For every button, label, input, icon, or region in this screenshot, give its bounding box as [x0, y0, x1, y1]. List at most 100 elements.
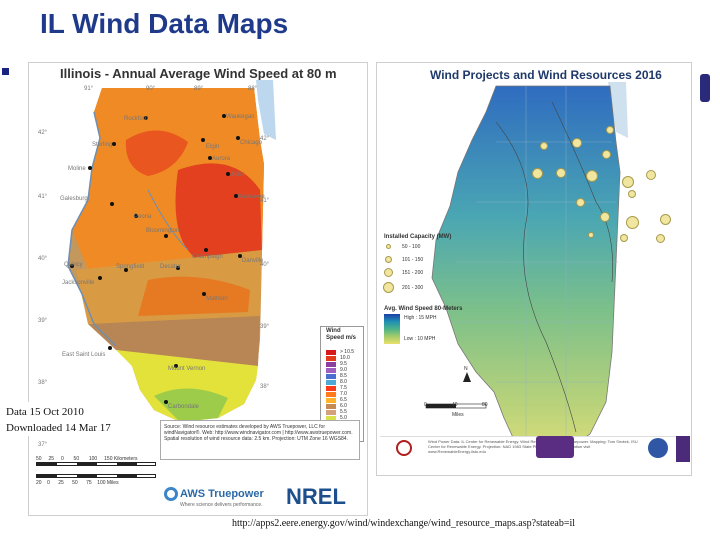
scale-mi-label: 0: [47, 480, 50, 486]
latitude-label: 42°: [260, 136, 270, 142]
wind-speed-ramp-title: Avg. Wind Speed 80-Meters: [384, 306, 463, 312]
longitude-label: 89°: [194, 86, 204, 92]
wind-project-marker: [576, 198, 585, 207]
illinois-wind-speed-map: [67, 80, 276, 422]
latitude-label: 40°: [38, 256, 48, 262]
map-scale-label: 80: [482, 402, 488, 408]
ilstu-seal-logo: [396, 440, 412, 456]
wind-speed-high-label: High : 15 MPH: [404, 315, 437, 321]
legend-swatch: [326, 386, 336, 391]
wind-map-credits: Wind Power Data: IL Center for Renewable…: [380, 436, 688, 474]
legend-label: 8.0: [340, 379, 347, 385]
data-date-note: Data 15 Oct 2010 Downloaded 14 Mar 17: [4, 402, 148, 436]
scale-km-label: 50: [36, 456, 42, 462]
legend-swatch: [326, 410, 336, 415]
latitude-label: 40°: [260, 262, 270, 268]
wind-project-marker: [606, 126, 614, 134]
wind-speed-ramp: [384, 314, 400, 344]
city-label: Danville: [242, 258, 264, 264]
legend-label: 6.5: [340, 397, 347, 403]
data-date-line: Data 15 Oct 2010: [6, 406, 84, 418]
city-label: Rockford: [124, 116, 149, 122]
city-label: Peoria: [134, 214, 152, 220]
capacity-circle-icon: [383, 282, 394, 293]
legend-label: 7.5: [340, 385, 347, 391]
longitude-label: 90°: [146, 86, 156, 92]
scale-mi-label: 25: [58, 480, 64, 486]
city-label: Chicago: [240, 140, 263, 146]
illinois-wind-projects-map: [425, 82, 628, 461]
map-scale-label: 0: [424, 402, 427, 408]
legend-swatch: [326, 374, 336, 379]
longitude-label: 91°: [84, 86, 94, 92]
city-label: Waukegan: [226, 114, 255, 120]
wind-project-marker: [556, 168, 566, 178]
legend-swatch: [326, 380, 336, 385]
legend-title: Wind Speed m/s: [326, 328, 357, 341]
edge-marker: [700, 74, 710, 102]
capacity-circle-icon: [386, 244, 391, 249]
wind-project-marker: [626, 216, 639, 229]
wind-project-marker: [660, 214, 671, 225]
university-logo: [676, 436, 690, 462]
western-illinois-logo: [536, 436, 574, 458]
latitude-label: 41°: [260, 198, 270, 204]
wind-speed-low-label: Low : 10 MPH: [404, 336, 436, 342]
city-label: East Saint Louis: [62, 352, 106, 358]
scale-km-label: 150 Kilometers: [104, 456, 138, 462]
map-scale-label: 40: [452, 402, 458, 408]
scale-mi-label: 20: [36, 480, 42, 486]
city-label: Champaign: [192, 254, 223, 260]
capacity-label: 50 - 100: [402, 244, 421, 250]
scale-km-label: 50: [73, 456, 80, 462]
aws-truepower-logo: AWS Truepower: [180, 488, 264, 500]
aws-tagline: Where science delivers performance.: [180, 502, 263, 508]
city-label: Jacksonville: [62, 280, 95, 286]
latitude-label: 39°: [260, 324, 270, 330]
legend-label: > 10.5: [340, 349, 355, 355]
ira-logo: [648, 438, 668, 458]
legend-swatch: [326, 392, 336, 397]
wind-project-marker: [656, 234, 665, 243]
credits-text: Wind Power Data: IL Center for Renewable…: [428, 439, 638, 454]
legend-swatch: [326, 356, 336, 361]
map-scale-unit: Miles: [452, 412, 464, 418]
wind-project-marker: [532, 168, 543, 179]
wind-project-marker: [600, 212, 610, 222]
latitude-label: 41°: [38, 194, 48, 200]
legend-swatch: [326, 350, 336, 355]
city-label: Springfield: [116, 264, 145, 270]
city-label: Carbondale: [168, 404, 200, 410]
legend-swatch: [326, 404, 336, 409]
scale-km-label: 100: [88, 456, 98, 462]
capacity-label: 201 - 300: [402, 285, 424, 291]
capacity-circle-icon: [384, 268, 393, 277]
city-label: Moline: [68, 166, 86, 172]
capacity-label: 151 - 200: [402, 270, 424, 276]
download-date-line: Downloaded 14 Mar 17: [6, 422, 111, 434]
legend-swatch: [326, 362, 336, 367]
wind-project-marker: [602, 150, 611, 159]
latitude-label: 42°: [38, 130, 48, 136]
wind-project-marker: [588, 232, 594, 238]
legend-label: 9.0: [340, 367, 347, 373]
wind-speed-map-title: Illinois - Annual Average Wind Speed at …: [60, 66, 337, 81]
city-label: Mattoon: [206, 296, 228, 302]
wind-project-marker: [646, 170, 656, 180]
city-label: Joliet: [230, 172, 245, 178]
scale-mi-label: 75: [86, 480, 92, 486]
city-label: Bloomington: [146, 228, 180, 234]
scale-mi-label: 100 Miles: [97, 480, 119, 486]
latitude-label: 39°: [38, 318, 48, 324]
capacity-legend-title: Installed Capacity (MW): [384, 234, 452, 240]
legend-label: 7.0: [340, 391, 347, 397]
city-label: Mount Vernon: [168, 366, 206, 372]
wind-projects-map-title: Wind Projects and Wind Resources 2016: [430, 68, 662, 82]
source-url[interactable]: http://apps2.eere.energy.gov/wind/windex…: [232, 518, 576, 529]
city-label: Galesburg: [60, 196, 88, 202]
wind-project-marker: [540, 142, 548, 150]
legend-label: 9.5: [340, 361, 347, 367]
wind-project-marker: [620, 234, 628, 242]
city-label: Decatur: [160, 264, 182, 270]
source-credit: Source: Wind resource estimates develope…: [160, 420, 360, 460]
